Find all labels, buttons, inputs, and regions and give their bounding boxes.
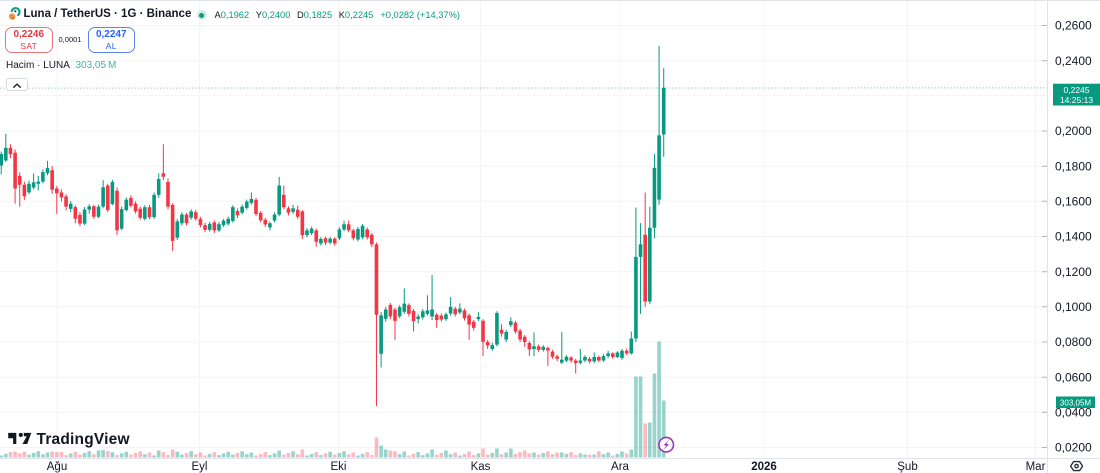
svg-text:Eyl: Eyl (192, 461, 208, 473)
svg-text:0,1200: 0,1200 (1055, 265, 1092, 279)
svg-text:0,2000: 0,2000 (1055, 124, 1092, 138)
svg-text:2026: 2026 (751, 461, 777, 473)
svg-text:0,1600: 0,1600 (1055, 195, 1092, 209)
svg-text:0,0200: 0,0200 (1055, 441, 1092, 455)
svg-text:0,2245: 0,2245 (1064, 85, 1090, 95)
svg-text:0,0600: 0,0600 (1055, 370, 1092, 384)
svg-text:Şub: Şub (897, 461, 917, 473)
svg-text:Ara: Ara (611, 461, 630, 473)
svg-text:0,2400: 0,2400 (1055, 54, 1092, 68)
svg-text:Eki: Eki (331, 461, 347, 473)
svg-text:0,1000: 0,1000 (1055, 300, 1092, 314)
svg-text:0,1800: 0,1800 (1055, 159, 1092, 173)
svg-text:303,05M: 303,05M (1060, 398, 1091, 407)
svg-text:0,0800: 0,0800 (1055, 335, 1092, 349)
svg-text:0,1400: 0,1400 (1055, 230, 1092, 244)
svg-text:Ağu: Ağu (47, 461, 67, 473)
svg-text:0,0400: 0,0400 (1055, 406, 1092, 420)
svg-text:0,2600: 0,2600 (1055, 19, 1092, 33)
svg-text:14:25:13: 14:25:13 (1060, 95, 1093, 105)
svg-text:Kas: Kas (471, 461, 491, 473)
svg-text:Mar: Mar (1026, 461, 1046, 473)
